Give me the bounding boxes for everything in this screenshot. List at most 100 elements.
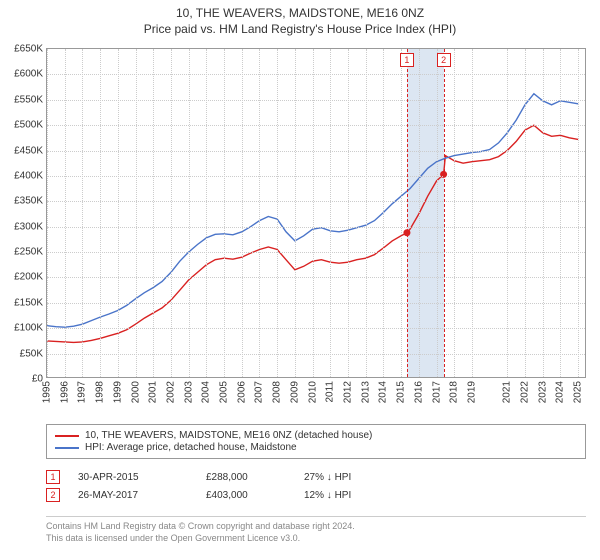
x-axis-label: 2021 <box>502 381 513 403</box>
x-axis-label: 1999 <box>112 381 123 403</box>
legend-box: 10, THE WEAVERS, MAIDSTONE, ME16 0NZ (de… <box>46 424 586 459</box>
transaction-date: 30-APR-2015 <box>78 472 188 483</box>
x-axis-label: 2012 <box>342 381 353 403</box>
gridline-v <box>454 49 455 377</box>
x-axis-label: 1996 <box>59 381 70 403</box>
x-axis-label: 2016 <box>413 381 424 403</box>
transaction-price: £288,000 <box>206 472 286 483</box>
y-axis-label: £500K <box>14 120 43 131</box>
x-axis-label: 2017 <box>431 381 442 403</box>
x-axis-label: 1995 <box>42 381 53 403</box>
gridline-h <box>47 151 585 152</box>
x-axis-label: 1998 <box>95 381 106 403</box>
marker-box: 1 <box>400 53 414 67</box>
chart-container: 10, THE WEAVERS, MAIDSTONE, ME16 0NZ Pri… <box>0 0 600 560</box>
legend-row: HPI: Average price, detached house, Maid… <box>55 442 577 453</box>
x-axis-label: 2007 <box>254 381 265 403</box>
legend-swatch <box>55 435 79 437</box>
gridline-h <box>47 277 585 278</box>
transaction-marker: 1 <box>46 470 60 484</box>
x-axis-label: 2005 <box>219 381 230 403</box>
gridline-v <box>242 49 243 377</box>
x-axis-label: 2003 <box>183 381 194 403</box>
y-axis-label: £450K <box>14 145 43 156</box>
marker-box: 2 <box>437 53 451 67</box>
gridline-v <box>136 49 137 377</box>
legend-label: HPI: Average price, detached house, Maid… <box>85 442 297 453</box>
gridline-v <box>543 49 544 377</box>
footer-block: Contains HM Land Registry data © Crown c… <box>46 516 586 544</box>
gridline-v <box>560 49 561 377</box>
y-axis-label: £300K <box>14 221 43 232</box>
gridline-v <box>206 49 207 377</box>
transaction-row: 2 26-MAY-2017 £403,000 12% ↓ HPI <box>46 488 586 502</box>
y-axis-label: £550K <box>14 94 43 105</box>
gridline-v <box>224 49 225 377</box>
gridline-v <box>578 49 579 377</box>
x-axis-label: 2025 <box>573 381 584 403</box>
title-address: 10, THE WEAVERS, MAIDSTONE, ME16 0NZ <box>0 6 600 20</box>
gridline-h <box>47 125 585 126</box>
y-axis-label: £350K <box>14 196 43 207</box>
gridline-h <box>47 252 585 253</box>
transaction-row: 130-APR-2015£288,00027% ↓ HPI <box>46 470 586 484</box>
x-axis-label: 2004 <box>201 381 212 403</box>
gridline-v <box>401 49 402 377</box>
x-axis-label: 2014 <box>378 381 389 403</box>
transaction-price: £403,000 <box>206 490 286 501</box>
gridline-v <box>437 49 438 377</box>
gridline-v <box>507 49 508 377</box>
gridline-h <box>47 227 585 228</box>
footer-line2: This data is licensed under the Open Gov… <box>46 533 586 545</box>
gridline-h <box>47 328 585 329</box>
gridline-v <box>171 49 172 377</box>
legend-row: 10, THE WEAVERS, MAIDSTONE, ME16 0NZ (de… <box>55 430 577 441</box>
gridline-v <box>348 49 349 377</box>
gridline-h <box>47 354 585 355</box>
gridline-v <box>383 49 384 377</box>
footer-line1: Contains HM Land Registry data © Crown c… <box>46 521 586 533</box>
gridline-v <box>330 49 331 377</box>
x-axis-label: 1997 <box>77 381 88 403</box>
gridline-v <box>65 49 66 377</box>
x-axis-label: 2006 <box>236 381 247 403</box>
gridline-h <box>47 100 585 101</box>
title-block: 10, THE WEAVERS, MAIDSTONE, ME16 0NZ Pri… <box>0 0 600 36</box>
y-axis-label: £100K <box>14 323 43 334</box>
x-axis-label: 2009 <box>289 381 300 403</box>
gridline-v <box>472 49 473 377</box>
gridline-v <box>118 49 119 377</box>
gridline-h <box>47 176 585 177</box>
y-axis-label: £600K <box>14 69 43 80</box>
gridline-v <box>525 49 526 377</box>
y-axis-label: £200K <box>14 272 43 283</box>
x-axis-label: 2018 <box>449 381 460 403</box>
y-axis-label: £50K <box>20 348 43 359</box>
gridline-v <box>100 49 101 377</box>
x-axis-label: 2010 <box>307 381 318 403</box>
gridline-v <box>313 49 314 377</box>
transaction-date: 26-MAY-2017 <box>78 490 188 501</box>
title-subtitle: Price paid vs. HM Land Registry's House … <box>0 22 600 36</box>
gridline-v <box>47 49 48 377</box>
x-axis-label: 2000 <box>130 381 141 403</box>
x-axis-label: 2023 <box>537 381 548 403</box>
gridline-h <box>47 303 585 304</box>
gridline-v <box>277 49 278 377</box>
x-axis-label: 2011 <box>325 381 336 403</box>
y-axis-label: £250K <box>14 247 43 258</box>
transaction-marker: 2 <box>46 488 60 502</box>
transactions-block: 130-APR-2015£288,00027% ↓ HPI226-MAY-201… <box>46 466 586 506</box>
marker-vline <box>444 49 445 377</box>
gridline-v <box>295 49 296 377</box>
gridline-v <box>259 49 260 377</box>
gridline-v <box>153 49 154 377</box>
transaction-delta: 12% ↓ HPI <box>304 490 394 501</box>
gridline-h <box>47 201 585 202</box>
x-axis-label: 2001 <box>148 381 159 403</box>
x-axis-label: 2002 <box>165 381 176 403</box>
chart-plot-area: £0£50K£100K£150K£200K£250K£300K£350K£400… <box>46 48 586 378</box>
x-axis-label: 2008 <box>272 381 283 403</box>
gridline-v <box>419 49 420 377</box>
gridline-v <box>189 49 190 377</box>
